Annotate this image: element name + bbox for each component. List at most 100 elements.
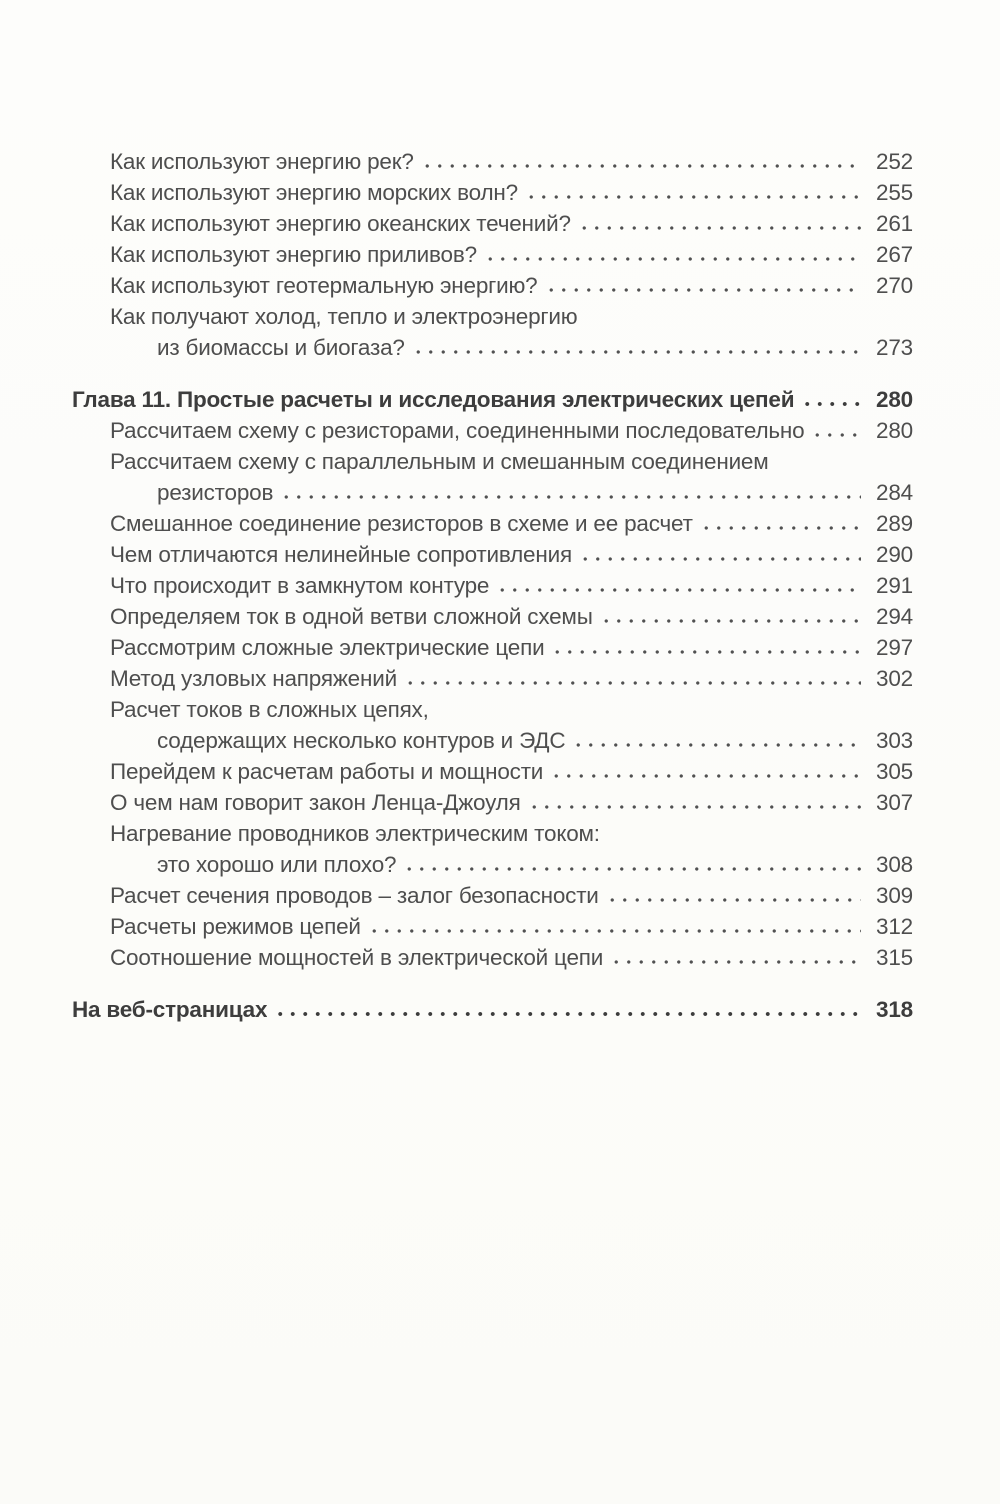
toc-entry-page: 305: [876, 759, 913, 784]
toc-entry-title: Нагревание проводников электрическим ток…: [110, 821, 600, 846]
toc-entry-page: 297: [876, 635, 913, 660]
toc-entry-row: Расчет токов в сложных цепях,: [72, 694, 913, 725]
toc-entry-title: Смешанное соединение резисторов в схеме …: [110, 511, 693, 536]
toc-entry-title: Как используют энергию океанских течений…: [110, 211, 571, 236]
dot-leader: [578, 556, 861, 562]
dot-leader: [527, 804, 861, 810]
dot-leader: [403, 680, 861, 686]
dot-leader: [551, 649, 861, 655]
toc-entry-title: из биомассы и биогаза?: [157, 335, 405, 360]
toc-entry-row: Смешанное соединение резисторов в схеме …: [72, 508, 913, 539]
toc-entry-title: Рассчитаем схему с параллельным и смешан…: [110, 449, 769, 474]
toc-entry-row: Рассчитаем схему с параллельным и смешан…: [72, 446, 913, 477]
dot-leader: [367, 928, 861, 934]
toc-entry-row: О чем нам говорит закон Ленца-Джоуля 307: [72, 787, 913, 818]
toc-entry-row: Чем отличаются нелинейные сопротивления 2…: [72, 539, 913, 570]
toc-entry-page: 280: [876, 418, 913, 443]
toc-entry-row: Как получают холод, тепло и электроэнерг…: [72, 301, 913, 332]
toc-entry-title: Метод узловых напряжений: [110, 666, 397, 691]
toc-entry-row: содержащих несколько контуров и ЭДС 303: [72, 725, 913, 756]
toc-entry-page: 318: [876, 997, 913, 1022]
toc-entry-row: Расчет сечения проводов – залог безопасн…: [72, 880, 913, 911]
toc-entry-row: Рассмотрим сложные электрические цепи 297: [72, 632, 913, 663]
toc-entry-page: 291: [876, 573, 913, 598]
toc-entry-page: 270: [876, 273, 913, 298]
toc-entry-page: 315: [876, 945, 913, 970]
toc-entry-title: Как получают холод, тепло и электроэнерг…: [110, 304, 578, 329]
toc-entry-row: Рассчитаем схему с резисторами, соединен…: [72, 415, 913, 446]
toc-entry-page: 307: [876, 790, 913, 815]
toc-entry-page: 303: [876, 728, 913, 753]
dot-leader: [699, 525, 861, 531]
dot-leader: [605, 897, 861, 903]
toc-entry-title: Рассчитаем схему с резисторами, соединен…: [110, 418, 805, 443]
toc-entry-page: 273: [876, 335, 913, 360]
dot-leader: [550, 773, 861, 779]
toc-entry-title: Как используют энергию морских волн?: [110, 180, 518, 205]
dot-leader: [280, 494, 861, 500]
dot-leader: [274, 1011, 861, 1017]
toc-entry-row: из биомассы и биогаза? 273: [72, 332, 913, 363]
toc-entry-page: 252: [876, 149, 913, 174]
dot-leader: [801, 401, 861, 407]
toc-entry-title: Что происходит в замкнутом контуре: [110, 573, 490, 598]
toc-entry-row: Перейдем к расчетам работы и мощности 305: [72, 756, 913, 787]
toc-entry-title: Как используют энергию рек?: [110, 149, 414, 174]
toc-entry-title: содержащих несколько контуров и ЭДС: [157, 728, 566, 753]
toc-entry-row: Как используют энергию океанских течений…: [72, 208, 913, 239]
dot-leader: [483, 256, 861, 262]
toc-entry-page: 284: [876, 480, 913, 505]
dot-leader: [496, 587, 861, 593]
toc-entry-row: Как используют энергию приливов? 267: [72, 239, 913, 270]
toc-entry-title: На веб-страницах: [72, 997, 268, 1022]
toc-entry-page: 308: [876, 852, 913, 877]
toc-entry-title: Расчет токов в сложных цепях,: [110, 697, 429, 722]
dot-leader: [411, 349, 861, 355]
dot-leader: [599, 618, 861, 624]
toc-entry-title: Расчет сечения проводов – залог безопасн…: [110, 883, 599, 908]
toc-entry-row: резисторов 284: [72, 477, 913, 508]
toc-entry-title: это хорошо или плохо?: [157, 852, 397, 877]
dot-leader: [572, 742, 861, 748]
toc-entry-page: 289: [876, 511, 913, 536]
toc-entry-row: это хорошо или плохо? 308: [72, 849, 913, 880]
toc-entry-row: Метод узловых напряжений 302: [72, 663, 913, 694]
toc-entry-page: 309: [876, 883, 913, 908]
toc-entry-row: Соотношение мощностей в электрической це…: [72, 942, 913, 973]
dot-leader: [811, 432, 861, 438]
toc-entry-row: Расчеты режимов цепей 312: [72, 911, 913, 942]
dot-leader: [403, 866, 861, 872]
toc-entry-title: О чем нам говорит закон Ленца-Джоуля: [110, 790, 521, 815]
toc-entry-page: 267: [876, 242, 913, 267]
dot-leader: [420, 163, 861, 169]
toc-section-web-pages: На веб-страницах 318: [72, 994, 913, 1025]
toc-entry-title: Как используют геотермальную энергию?: [110, 273, 538, 298]
toc-entry-title: Определяем ток в одной ветви сложной схе…: [110, 604, 593, 629]
toc-entry-page: 255: [876, 180, 913, 205]
toc-entry-title: Расчеты режимов цепей: [110, 914, 361, 939]
dot-leader: [524, 194, 861, 200]
toc-entry-title: резисторов: [157, 480, 274, 505]
toc-entry-title: Глава 11. Простые расчеты и исследования…: [72, 387, 795, 412]
toc-list: Как используют энергию рек? 252 Как исполь…: [72, 146, 913, 1025]
toc-entry-title: Рассмотрим сложные электрические цепи: [110, 635, 545, 660]
toc-entry-page: 302: [876, 666, 913, 691]
toc-entry-row: Что происходит в замкнутом контуре 291: [72, 570, 913, 601]
toc-chapter-row: Глава 11. Простые расчеты и исследования…: [72, 384, 913, 415]
toc-entry-title: Перейдем к расчетам работы и мощности: [110, 759, 544, 784]
dot-leader: [577, 225, 861, 231]
toc-entry-row: Определяем ток в одной ветви сложной схе…: [72, 601, 913, 632]
toc-entry-row: Нагревание проводников электрическим ток…: [72, 818, 913, 849]
toc-entry-row: Как используют энергию рек? 252: [72, 146, 913, 177]
toc-entry-page: 280: [876, 387, 913, 412]
toc-entry-page: 290: [876, 542, 913, 567]
dot-leader: [544, 287, 861, 293]
toc-entry-page: 312: [876, 914, 913, 939]
toc-chapter-row: На веб-страницах 318: [72, 994, 913, 1025]
toc-entry-title: Соотношение мощностей в электрической це…: [110, 945, 604, 970]
toc-section-chapter-11: Глава 11. Простые расчеты и исследования…: [72, 384, 913, 973]
dot-leader: [610, 959, 861, 965]
toc-section-energy-entries: Как используют энергию рек? 252 Как исполь…: [72, 146, 913, 363]
toc-entry-title: Как используют энергию приливов?: [110, 242, 477, 267]
